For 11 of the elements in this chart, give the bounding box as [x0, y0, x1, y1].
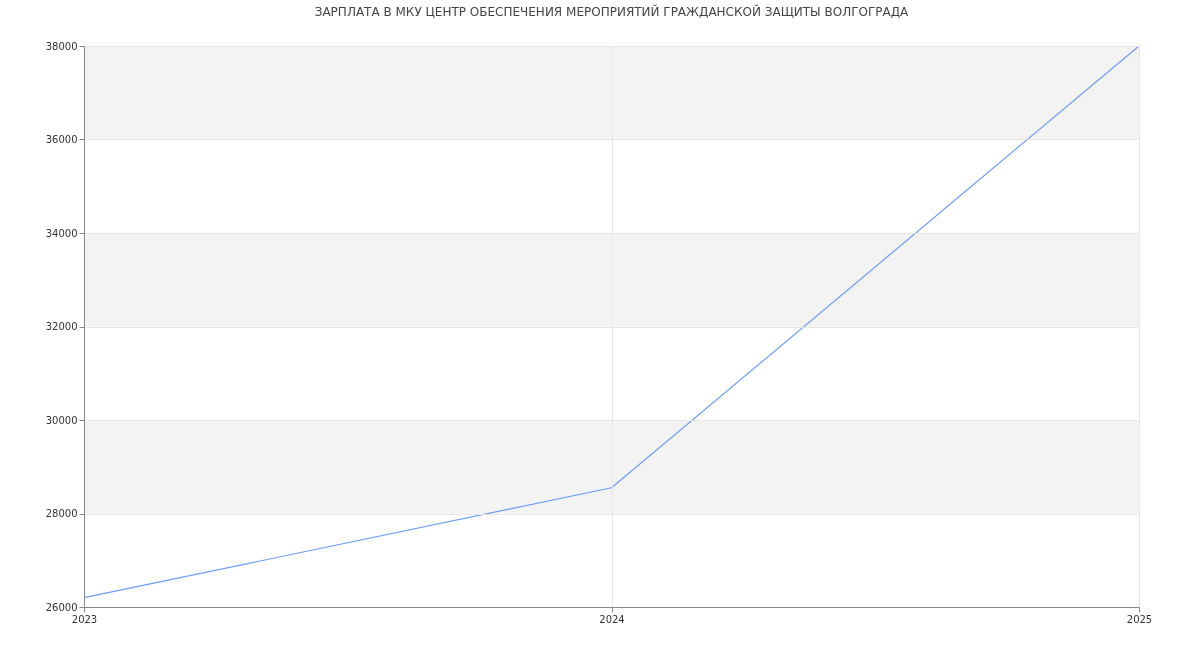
- x-tick-label: 2023: [71, 613, 98, 625]
- y-tick-label: 30000: [45, 414, 78, 426]
- y-tick-label: 36000: [45, 134, 78, 145]
- y-tick-label: 26000: [45, 601, 78, 613]
- x-tick-label: 2024: [599, 613, 625, 625]
- y-tick-label: 34000: [45, 227, 78, 239]
- y-tick-label: 32000: [45, 321, 78, 332]
- chart-title: ЗАРПЛАТА В МКУ ЦЕНТР ОБЕСПЕЧЕНИЯ МЕРОПРИЯТИЙ ГРАЖДАНСКОЙ ЗАЩИТЫ ВОЛГОГРАДА: [314, 4, 910, 19]
- y-tick-label: 38000: [45, 40, 78, 52]
- y-tick-label: 28000: [45, 508, 78, 519]
- x-tick-label: 2025: [1126, 613, 1153, 625]
